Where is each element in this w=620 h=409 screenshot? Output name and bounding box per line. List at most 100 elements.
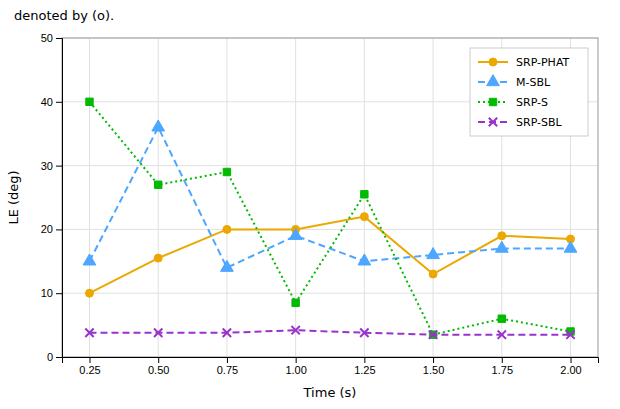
legend-marker xyxy=(489,98,496,105)
point xyxy=(498,315,505,322)
point xyxy=(358,254,371,265)
legend-item: SRP-PHAT xyxy=(478,56,570,69)
point xyxy=(360,213,368,221)
grid-line xyxy=(158,38,159,357)
axis-line xyxy=(63,358,599,364)
tick-mark xyxy=(227,357,228,363)
tick-label: 50 xyxy=(41,32,53,44)
point xyxy=(566,330,574,338)
plot-frame xyxy=(62,38,598,357)
tick-label: 1.00 xyxy=(285,364,306,376)
point xyxy=(564,241,577,252)
point xyxy=(83,254,96,265)
legend-box xyxy=(470,48,588,136)
grid-line xyxy=(433,38,434,357)
point xyxy=(498,232,506,240)
legend-label: M-SBL xyxy=(516,76,551,89)
tick: 30 xyxy=(41,160,62,172)
legend-label: SRP-PHAT xyxy=(516,56,570,69)
legend-marker xyxy=(489,58,497,66)
grid-line xyxy=(295,38,296,357)
annotation: denoted by (o). xyxy=(14,8,114,23)
tick: 40 xyxy=(41,96,62,108)
tick-label: 30 xyxy=(41,160,53,172)
tick-mark xyxy=(56,293,62,294)
point xyxy=(223,329,231,337)
tick-mark xyxy=(296,357,297,363)
tick: 10 xyxy=(41,287,62,299)
legend-label: SRP-S xyxy=(516,96,548,109)
point xyxy=(152,120,165,131)
point xyxy=(360,329,368,337)
tick-label: 1.50 xyxy=(423,364,444,376)
tick-label: 1.25 xyxy=(354,364,375,376)
legend-item: SRP-S xyxy=(478,96,548,109)
legend-label: SRP-SBL xyxy=(516,116,563,129)
y-axis: 0 10 20 30 40 50 xyxy=(41,32,63,363)
tick-mark xyxy=(364,357,365,363)
tick-mark xyxy=(56,166,62,167)
series-line xyxy=(89,102,570,335)
grid-line xyxy=(62,293,598,294)
tick: 0 xyxy=(47,351,62,363)
point xyxy=(154,181,161,188)
tick-label: 1.75 xyxy=(492,364,513,376)
tick-label: 10 xyxy=(41,287,53,299)
tick-label: 40 xyxy=(41,96,53,108)
tick-mark xyxy=(502,357,503,363)
series-points xyxy=(83,120,577,271)
point xyxy=(154,329,162,337)
legend-item: SRP-SBL xyxy=(478,116,563,129)
point xyxy=(498,330,506,338)
x-axis: 0.25 0.50 0.75 1.00 1.25 1.50 1.75 2.00 xyxy=(63,357,599,376)
y-axis-title: LE (deg) xyxy=(6,170,21,224)
point xyxy=(223,168,230,175)
tick-label: 2.00 xyxy=(560,364,581,376)
legend: SRP-PHAT M-SBL SRP-S SRP-SBL xyxy=(470,48,588,136)
grid-line xyxy=(89,38,90,357)
x-axis-title: Time (s) xyxy=(303,385,357,400)
point xyxy=(223,225,231,233)
series-points xyxy=(85,326,574,339)
tick-label: 0.75 xyxy=(217,364,238,376)
tick-mark xyxy=(56,102,62,103)
legend-marker xyxy=(489,118,497,126)
tick: 0.50 xyxy=(148,357,169,376)
series-line xyxy=(89,217,570,294)
point xyxy=(361,191,368,198)
point xyxy=(427,248,440,259)
tick-label: 20 xyxy=(41,223,53,235)
tick-mark xyxy=(89,357,90,363)
tick: 0.25 xyxy=(79,357,100,376)
tick: 1.50 xyxy=(423,357,444,376)
grid-line xyxy=(62,165,598,166)
point xyxy=(495,241,508,252)
tick-mark xyxy=(158,357,159,363)
grid xyxy=(62,38,598,357)
tick-mark xyxy=(56,229,62,230)
tick-mark xyxy=(433,357,434,363)
tick: 2.00 xyxy=(560,357,581,376)
tick-label: 0 xyxy=(47,351,53,363)
tick-mark xyxy=(56,38,62,39)
point xyxy=(289,228,302,239)
grid-line xyxy=(62,229,598,230)
point xyxy=(429,330,437,338)
tick: 1.00 xyxy=(285,357,306,376)
tick: 20 xyxy=(41,223,62,235)
tick-label: 0.50 xyxy=(148,364,169,376)
series-points xyxy=(85,213,574,298)
tick-mark xyxy=(56,357,62,358)
tick-label: 0.25 xyxy=(79,364,100,376)
tick-mark xyxy=(571,357,572,363)
tick: 50 xyxy=(41,32,62,44)
legend-marker xyxy=(487,75,500,86)
grid-line xyxy=(226,38,227,357)
point xyxy=(86,98,93,105)
tick: 1.25 xyxy=(354,357,375,376)
point xyxy=(291,326,299,334)
legend-item: M-SBL xyxy=(478,75,551,89)
point xyxy=(85,289,93,297)
point xyxy=(429,270,437,278)
point xyxy=(85,329,93,337)
